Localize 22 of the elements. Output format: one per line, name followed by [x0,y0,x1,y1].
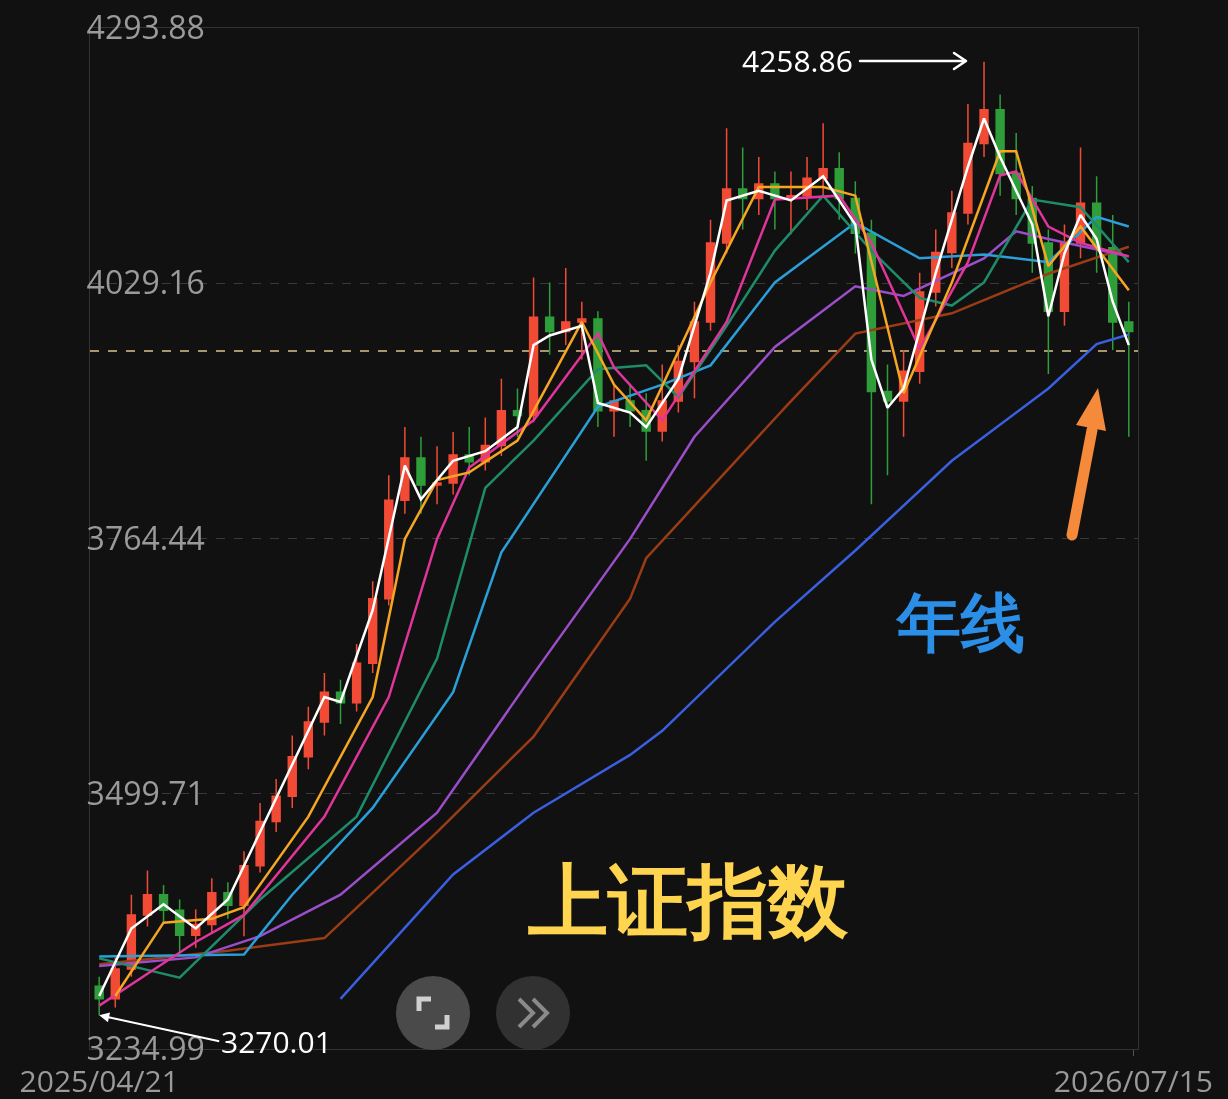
candlestick [432,445,442,505]
x-tick-label: 2026/07/15 [1053,1060,1214,1099]
candlestick [239,850,249,937]
candlestick [963,103,973,226]
y-tick-label: 3499.71 [86,770,205,814]
y-tick-label: 4029.16 [86,260,205,304]
y-tick-label: 3764.44 [86,515,205,559]
candlestick [416,435,426,515]
candlestick [577,300,587,361]
candlestick [1124,300,1134,438]
candlestick [142,869,153,928]
annotation: 3270.01 [221,1021,332,1062]
annotation: 4258.86 [742,40,853,81]
candlestick [818,122,828,197]
line-series [339,333,1131,1001]
candlestick [882,363,893,477]
y-tick-label: 4293.88 [86,5,205,49]
text: 上证指数 [527,843,849,953]
candlestick [561,267,571,346]
candlestick [544,281,555,356]
candlestick [351,643,362,713]
annotation: 年线 [895,577,1025,664]
